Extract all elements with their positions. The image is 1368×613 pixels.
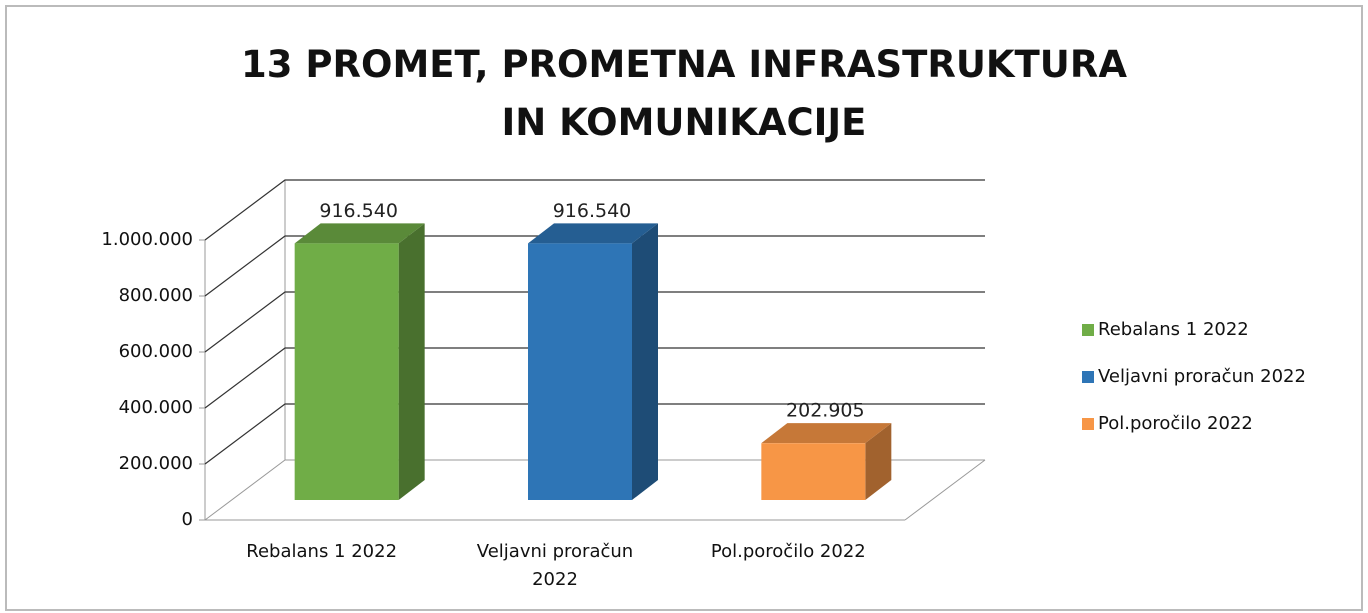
y-tick-label: 200.000	[119, 453, 193, 474]
chart-border	[5, 5, 1363, 611]
axis-line	[904, 459, 986, 521]
data-label: 916.540	[553, 200, 632, 222]
x-tick-label: Rebalans 1 2022	[246, 541, 398, 562]
legend-label: Veljavni proračun 2022	[1098, 366, 1306, 387]
legend-label: Rebalans 1 2022	[1098, 319, 1249, 340]
y-tick-label: 1.000.000	[101, 229, 193, 250]
grid-line	[204, 291, 985, 353]
bar	[761, 443, 866, 500]
legend-swatch	[1082, 371, 1094, 383]
grid-line	[204, 179, 985, 241]
data-label: 202.905	[786, 400, 865, 422]
bar-top	[528, 223, 658, 244]
x-tick-label: Pol.poročilo 2022	[710, 541, 866, 562]
legend-swatch	[1082, 418, 1094, 430]
y-tick-label: 400.000	[119, 397, 193, 418]
bar-side	[398, 223, 425, 500]
grid-line	[204, 459, 985, 521]
legend-label: Pol.poročilo 2022	[1098, 413, 1253, 434]
bar-top	[294, 223, 425, 244]
y-tick-label: 800.000	[119, 285, 193, 306]
bar-side	[632, 223, 658, 500]
bar	[528, 243, 632, 500]
bar-side	[865, 423, 892, 500]
x-tick-label: Veljavni proračun 2022	[476, 541, 634, 590]
grid-line	[204, 347, 985, 409]
y-tick-label: 600.000	[119, 341, 193, 362]
chart-title: 13 PROMET, PROMETNA INFRASTRUKTURA IN KO…	[241, 43, 1127, 144]
grid-line	[204, 403, 985, 465]
legend-swatch	[1082, 324, 1094, 336]
y-tick-label: 0	[182, 509, 193, 530]
bar	[294, 243, 399, 500]
grid-line	[204, 235, 985, 297]
data-label: 916.540	[319, 200, 398, 222]
bar-top	[761, 423, 892, 444]
